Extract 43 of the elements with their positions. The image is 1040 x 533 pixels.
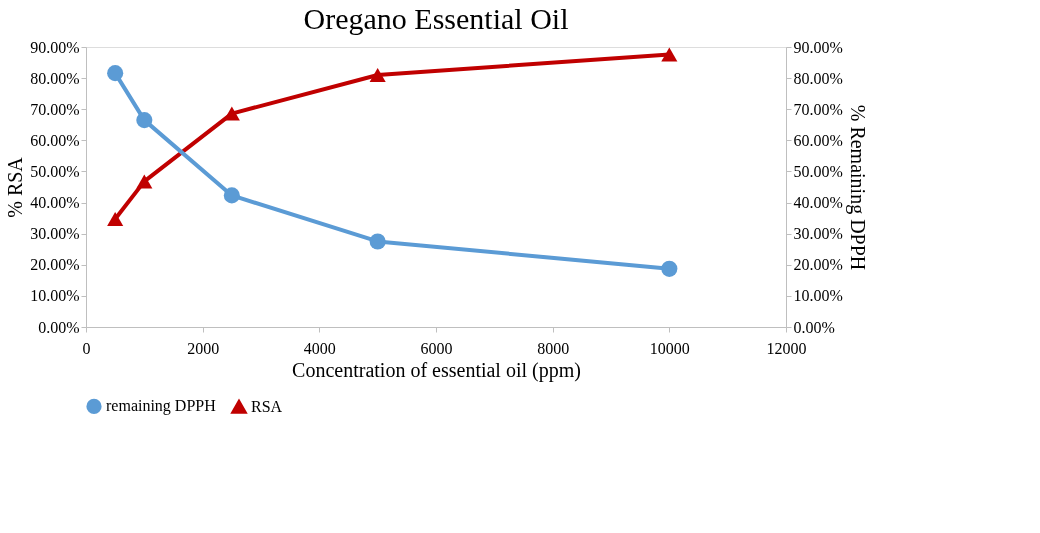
y-tick-label: 80.00% <box>30 69 80 87</box>
y2-tick-label: 60.00% <box>793 131 843 149</box>
x-tick-label: 12000 <box>766 339 807 357</box>
y2-tick-label: 70.00% <box>793 100 843 118</box>
y-tick-label: 10.00% <box>30 287 80 305</box>
y2-tick-label: 80.00% <box>793 69 843 87</box>
x-tick-label: 8000 <box>537 339 570 357</box>
y-tick-label: 70.00% <box>30 100 80 118</box>
point <box>136 112 153 129</box>
y2-tick-label: 30.00% <box>793 225 843 243</box>
x-tick-label: 10000 <box>649 339 690 357</box>
y2-tick-label: 90.00% <box>793 38 843 56</box>
point <box>661 47 678 62</box>
y-tick-label: 90.00% <box>30 38 80 56</box>
point <box>107 65 124 82</box>
y2-tick-label: 40.00% <box>793 194 843 212</box>
point <box>136 174 153 189</box>
x-tick-label: 2000 <box>187 339 220 357</box>
y-tick-label: 40.00% <box>30 194 80 212</box>
point <box>107 212 124 227</box>
y2-tick-label: 10.00% <box>793 287 843 305</box>
legend-label: remaining DPPH <box>106 397 217 416</box>
y2-tick-label: 0.00% <box>793 318 835 336</box>
chart-title: Oregano Essential Oil <box>303 2 569 35</box>
y2-tick-label: 20.00% <box>793 256 843 274</box>
x-tick-label: 0 <box>82 339 91 357</box>
legend-label: RSA <box>251 397 283 415</box>
y-axis-title: % RSA <box>4 156 27 218</box>
point <box>223 187 240 204</box>
x-tick-label: 4000 <box>303 339 336 357</box>
y-tick-label: 60.00% <box>30 131 80 149</box>
y2-tick-label: 50.00% <box>793 162 843 180</box>
y2-axis-title: % Remaining DPPH <box>845 104 869 271</box>
y-tick-label: 50.00% <box>30 162 80 180</box>
y-tick-label: 0.00% <box>38 318 80 336</box>
point <box>661 260 678 277</box>
point <box>223 106 240 121</box>
y-tick-label: 30.00% <box>30 225 80 243</box>
x-tick-label: 6000 <box>420 339 453 357</box>
point <box>369 68 386 82</box>
x-axis-title: Concentration of essential oil (ppm) <box>292 358 581 382</box>
y-tick-label: 20.00% <box>30 256 80 274</box>
point <box>369 233 386 250</box>
